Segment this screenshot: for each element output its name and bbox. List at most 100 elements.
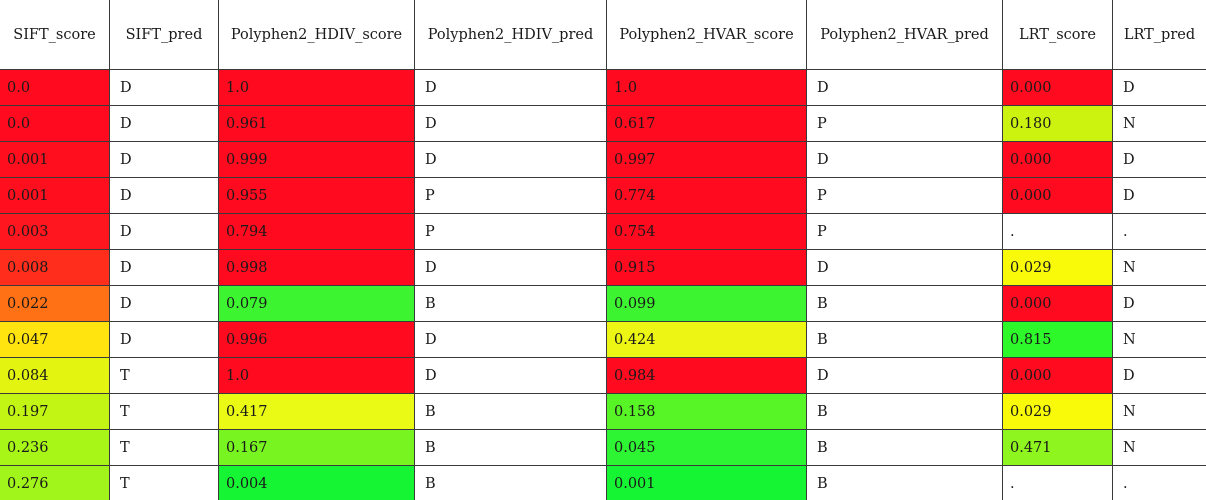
hvar-pred-cell: D (806, 69, 1003, 106)
lrt-score-cell: 0.815 (1002, 321, 1113, 358)
hvar-pred-cell: B (806, 285, 1003, 322)
column-header-lrt-score[interactable]: LRT_score (1002, 0, 1113, 70)
column-header-hdiv-pred[interactable]: Polyphen2_HDIV_pred (414, 0, 607, 70)
table-body: 0.0 D 1.0 D 1.0 D 0.000 D 0.0 D 0.961 D 0.617 P 0.180 N… (0, 69, 1206, 500)
lrt-pred-cell: N (1112, 393, 1206, 430)
sift-pred-cell: D (109, 285, 219, 322)
lrt-score-cell: 0.029 (1002, 249, 1113, 286)
hvar-pred-cell: B (806, 393, 1003, 430)
lrt-pred-cell: . (1112, 465, 1206, 500)
sift-score-cell: 0.047 (0, 321, 110, 358)
hdiv-pred-cell: B (414, 429, 607, 466)
lrt-pred-cell: N (1112, 105, 1206, 142)
table-row: 0.001 D 0.999 D 0.997 D 0.000 D (0, 141, 1206, 178)
hdiv-pred-cell: D (414, 141, 607, 178)
sift-score-cell: 0.084 (0, 357, 110, 394)
sift-score-cell: 0.001 (0, 177, 110, 214)
hvar-score-cell: 0.045 (606, 429, 807, 466)
lrt-pred-cell: N (1112, 429, 1206, 466)
column-header-hvar-pred[interactable]: Polyphen2_HVAR_pred (806, 0, 1003, 70)
column-header-hvar-score[interactable]: Polyphen2_HVAR_score (606, 0, 807, 70)
sift-score-cell: 0.008 (0, 249, 110, 286)
column-header-sift-score[interactable]: SIFT_score (0, 0, 110, 70)
lrt-score-cell: 0.000 (1002, 285, 1113, 322)
hvar-score-cell: 0.617 (606, 105, 807, 142)
lrt-pred-cell: N (1112, 249, 1206, 286)
sift-pred-cell: D (109, 105, 219, 142)
sift-pred-cell: T (109, 465, 219, 500)
table-row: 0.197 T 0.417 B 0.158 B 0.029 N (0, 393, 1206, 430)
hvar-score-cell: 0.001 (606, 465, 807, 500)
sift-pred-cell: D (109, 177, 219, 214)
hdiv-pred-cell: B (414, 285, 607, 322)
sift-score-cell: 0.0 (0, 69, 110, 106)
hvar-score-cell: 0.774 (606, 177, 807, 214)
sift-pred-cell: T (109, 393, 219, 430)
hvar-pred-cell: B (806, 321, 1003, 358)
hvar-pred-cell: B (806, 429, 1003, 466)
hvar-pred-cell: D (806, 357, 1003, 394)
hvar-score-cell: 0.984 (606, 357, 807, 394)
sift-score-cell: 0.022 (0, 285, 110, 322)
lrt-pred-cell: D (1112, 177, 1206, 214)
hdiv-score-cell: 0.079 (218, 285, 415, 322)
table-row: 0.0 D 0.961 D 0.617 P 0.180 N (0, 105, 1206, 142)
lrt-pred-cell: D (1112, 285, 1206, 322)
lrt-pred-cell: D (1112, 69, 1206, 106)
hvar-score-cell: 0.997 (606, 141, 807, 178)
hvar-pred-cell: P (806, 213, 1003, 250)
hvar-score-cell: 0.099 (606, 285, 807, 322)
sift-pred-cell: D (109, 321, 219, 358)
sift-pred-cell: D (109, 141, 219, 178)
hdiv-pred-cell: P (414, 177, 607, 214)
hdiv-pred-cell: D (414, 357, 607, 394)
lrt-score-cell: . (1002, 213, 1113, 250)
hdiv-score-cell: 1.0 (218, 69, 415, 106)
lrt-score-cell: 0.000 (1002, 69, 1113, 106)
hdiv-pred-cell: D (414, 105, 607, 142)
column-header-sift-pred[interactable]: SIFT_pred (109, 0, 219, 70)
hvar-pred-cell: P (806, 105, 1003, 142)
sift-score-cell: 0.0 (0, 105, 110, 142)
sift-score-cell: 0.276 (0, 465, 110, 500)
hvar-score-cell: 0.424 (606, 321, 807, 358)
hvar-score-cell: 0.158 (606, 393, 807, 430)
hdiv-pred-cell: P (414, 213, 607, 250)
sift-score-cell: 0.197 (0, 393, 110, 430)
hvar-pred-cell: D (806, 249, 1003, 286)
lrt-score-cell: . (1002, 465, 1113, 500)
table-row: 0.047 D 0.996 D 0.424 B 0.815 N (0, 321, 1206, 358)
hdiv-score-cell: 0.167 (218, 429, 415, 466)
hdiv-score-cell: 1.0 (218, 357, 415, 394)
lrt-score-cell: 0.000 (1002, 177, 1113, 214)
lrt-score-cell: 0.471 (1002, 429, 1113, 466)
hdiv-score-cell: 0.961 (218, 105, 415, 142)
table-row: 0.022 D 0.079 B 0.099 B 0.000 D (0, 285, 1206, 322)
hdiv-score-cell: 0.998 (218, 249, 415, 286)
hvar-pred-cell: D (806, 141, 1003, 178)
header-row: SIFT_score SIFT_pred Polyphen2_HDIV_score P… (0, 0, 1206, 70)
sift-score-cell: 0.003 (0, 213, 110, 250)
lrt-score-cell: 0.000 (1002, 141, 1113, 178)
lrt-score-cell: 0.029 (1002, 393, 1113, 430)
hdiv-pred-cell: D (414, 69, 607, 106)
column-header-lrt-pred[interactable]: LRT_pred (1112, 0, 1206, 70)
sift-score-cell: 0.236 (0, 429, 110, 466)
hdiv-score-cell: 0.417 (218, 393, 415, 430)
table-row: 0.084 T 1.0 D 0.984 D 0.000 D (0, 357, 1206, 394)
hvar-score-cell: 1.0 (606, 69, 807, 106)
sift-score-cell: 0.001 (0, 141, 110, 178)
table-row: 0.236 T 0.167 B 0.045 B 0.471 N (0, 429, 1206, 466)
sift-pred-cell: T (109, 357, 219, 394)
sift-pred-cell: D (109, 213, 219, 250)
column-header-hdiv-score[interactable]: Polyphen2_HDIV_score (218, 0, 415, 70)
hvar-pred-cell: B (806, 465, 1003, 500)
hdiv-score-cell: 0.955 (218, 177, 415, 214)
sift-pred-cell: T (109, 429, 219, 466)
hdiv-score-cell: 0.996 (218, 321, 415, 358)
table-row: 0.008 D 0.998 D 0.915 D 0.029 N (0, 249, 1206, 286)
hdiv-score-cell: 0.999 (218, 141, 415, 178)
lrt-pred-cell: N (1112, 321, 1206, 358)
sift-pred-cell: D (109, 69, 219, 106)
